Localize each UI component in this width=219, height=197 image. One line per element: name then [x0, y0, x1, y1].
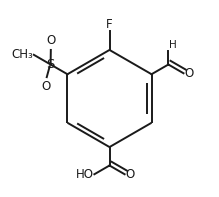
Text: H: H	[169, 40, 177, 50]
Text: CH₃: CH₃	[11, 48, 33, 61]
Text: O: O	[184, 67, 194, 80]
Text: F: F	[106, 18, 113, 31]
Text: HO: HO	[75, 168, 93, 181]
Text: O: O	[46, 34, 55, 47]
Text: O: O	[41, 80, 50, 93]
Text: S: S	[46, 58, 55, 71]
Text: O: O	[126, 168, 135, 181]
